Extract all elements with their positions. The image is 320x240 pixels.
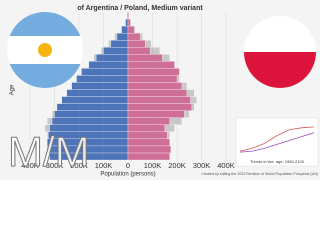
bar — [54, 110, 129, 118]
inset-title: Trends in live. age, 1950-2100 — [250, 159, 305, 164]
bar — [127, 145, 172, 154]
x-tick-label: 100K — [95, 161, 113, 170]
x-tick-label: 200K — [70, 161, 88, 170]
bar — [56, 103, 129, 111]
chart-title: of Argentina / Poland, Medium variant — [77, 5, 203, 12]
bar — [127, 47, 151, 55]
bar — [103, 47, 129, 55]
bar — [127, 61, 175, 69]
credit: Created by editing the 2022 Revision of … — [201, 172, 318, 176]
x-tick-label: 400K — [217, 161, 235, 170]
bar — [116, 32, 129, 41]
overlay-text: M/M — [8, 128, 90, 175]
bar — [127, 54, 163, 62]
bar — [127, 117, 170, 125]
bar — [125, 18, 129, 27]
bar — [61, 96, 129, 104]
bar — [76, 75, 129, 83]
x-axis-label: Population (persons) — [100, 172, 155, 178]
x-tick-label: 0 — [126, 161, 130, 170]
bar — [127, 131, 168, 140]
bar — [127, 40, 146, 48]
bar — [96, 54, 129, 62]
x-tick-label: 300K — [46, 161, 64, 170]
bar — [127, 96, 191, 104]
x-tick-label: 100K — [144, 161, 162, 170]
bar — [127, 82, 183, 90]
bar — [127, 18, 131, 27]
bar — [51, 117, 129, 125]
bar — [127, 124, 165, 132]
bar — [81, 68, 129, 76]
x-tick-label: 300K — [193, 161, 211, 170]
bar — [127, 25, 135, 34]
bar — [127, 32, 141, 41]
inset-panel — [235, 117, 319, 167]
bar — [110, 40, 129, 48]
x-tick-label: 200K — [168, 161, 186, 170]
y-axis-label: Age — [10, 84, 16, 95]
bar — [127, 152, 170, 161]
trend-line — [239, 126, 315, 152]
bar — [66, 89, 129, 97]
trend-line — [239, 132, 315, 153]
bar — [127, 68, 180, 76]
screen: of Argentina / Poland, Medium variant Ag… — [0, 0, 320, 180]
bar — [88, 61, 129, 69]
bar — [127, 138, 170, 147]
x-tick-label: 400K — [21, 161, 39, 170]
bar — [127, 103, 192, 111]
bar — [71, 82, 129, 90]
bar — [121, 25, 129, 34]
bar — [127, 110, 185, 118]
bar — [127, 89, 187, 97]
